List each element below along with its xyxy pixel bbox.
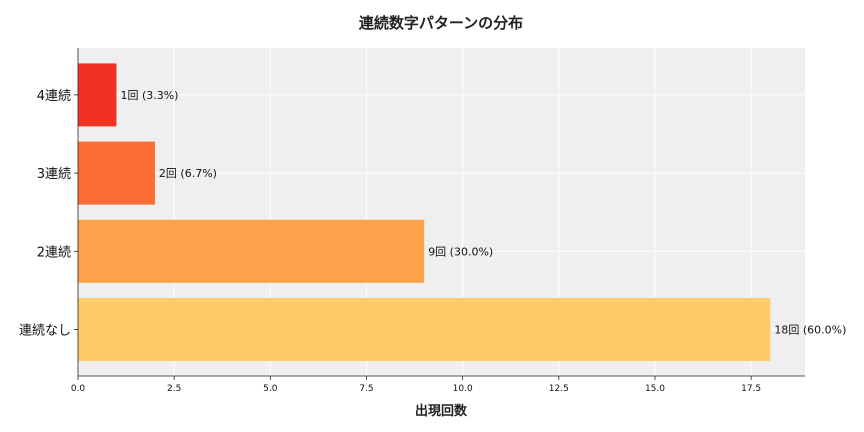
data-label: 2回 (6.7%) bbox=[159, 167, 217, 180]
y-tick-label: 連続なし bbox=[19, 324, 71, 339]
x-tick-label: 5.0 bbox=[263, 384, 278, 394]
x-tick-label: 2.5 bbox=[167, 384, 181, 394]
data-label: 18回 (60.0%) bbox=[774, 324, 846, 337]
bar bbox=[78, 298, 771, 361]
bars-group bbox=[78, 63, 771, 361]
x-tick-label: 15.0 bbox=[645, 384, 665, 394]
data-label: 1回 (3.3%) bbox=[120, 89, 178, 102]
bar bbox=[78, 141, 155, 205]
x-tick-label: 17.5 bbox=[741, 384, 761, 394]
y-tick-label: 4連続 bbox=[37, 89, 71, 104]
y-tick-label: 3連続 bbox=[37, 167, 71, 182]
bar bbox=[78, 63, 117, 127]
x-tick-label: 10.0 bbox=[453, 384, 473, 394]
x-tick-labels: 0.0 2.5 5.0 7.5 10.0 12.5 15.0 17.5 bbox=[71, 376, 761, 394]
x-tick-label: 7.5 bbox=[359, 384, 373, 394]
x-tick-label: 0.0 bbox=[71, 384, 86, 394]
x-axis-label: 出現回数 bbox=[415, 403, 468, 419]
x-tick-label: 12.5 bbox=[549, 384, 569, 394]
y-tick-label: 2連続 bbox=[37, 245, 71, 260]
bar bbox=[78, 219, 425, 283]
data-labels-group: 18回 (60.0%) 9回 (30.0%) 2回 (6.7%) 1回 (3.3%) bbox=[120, 89, 846, 337]
y-tick-labels: 連続なし 2連続 3連続 4連続 bbox=[19, 89, 78, 339]
chart-title: 連続数字パターンの分布 bbox=[359, 14, 523, 32]
data-label: 9回 (30.0%) bbox=[428, 245, 493, 258]
